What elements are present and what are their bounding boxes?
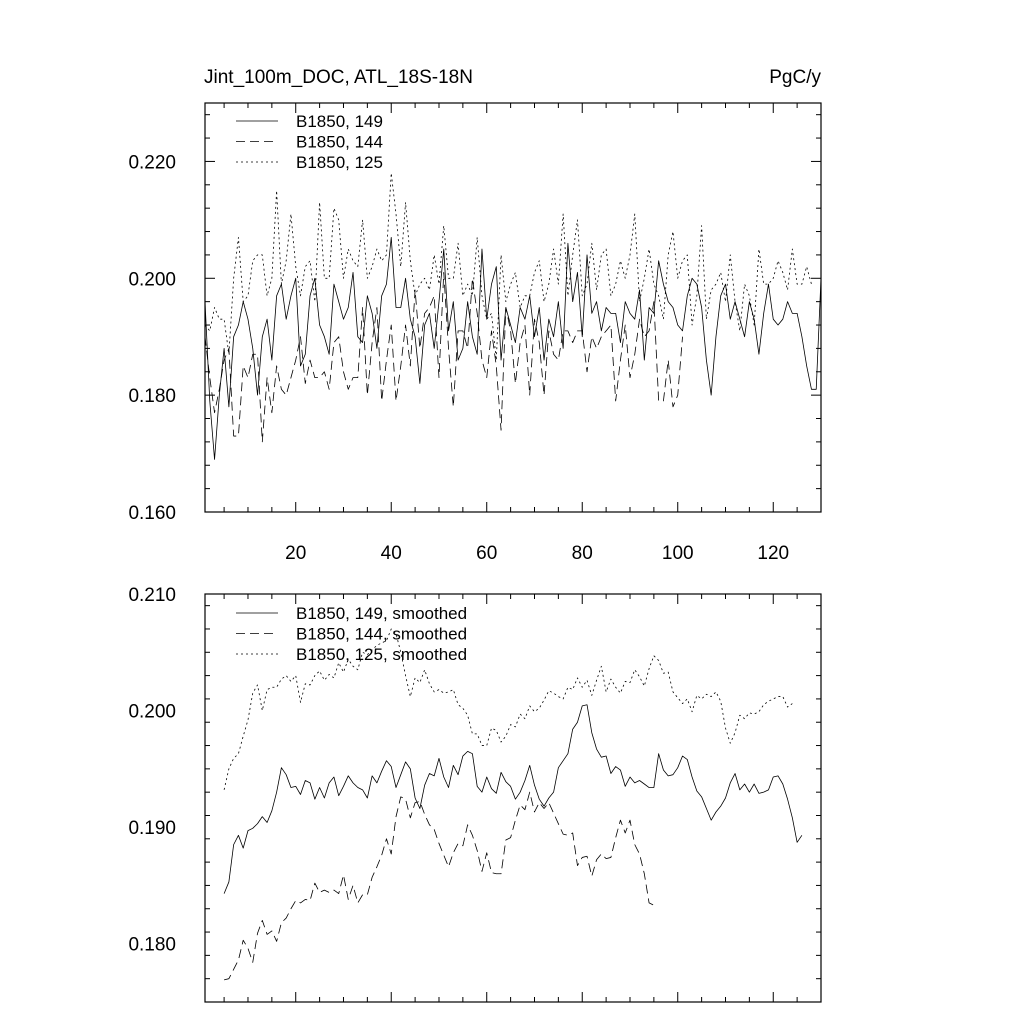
y-tick-label: 0.200	[128, 269, 176, 290]
y-tick-label: 0.180	[128, 386, 176, 407]
series-line	[204, 172, 812, 361]
series-line	[204, 236, 822, 460]
series-line	[204, 272, 683, 443]
y-tick-label: 0.220	[128, 152, 176, 173]
x-tick-label: 20	[285, 543, 306, 564]
bottom-panel: 0.180 0.190 0.200 0.210 B1850, 149, smoothe…	[128, 585, 822, 1003]
x-tick-label: 80	[572, 543, 593, 564]
legend-label: B1850, 144, smoothed	[296, 625, 467, 644]
legend-label: B1850, 149	[296, 112, 383, 131]
legend: B1850, 149, smoothed B1850, 144, smoothed…	[236, 604, 467, 664]
legend-label: B1850, 125	[296, 153, 383, 172]
series-line	[224, 791, 655, 981]
top-panel: Jint_100m_DOC, ATL_18S-18N PgC/y 20 40 60 8…	[128, 67, 822, 564]
x-tick-label: 120	[757, 543, 789, 564]
legend-label: B1850, 144	[296, 133, 383, 152]
y-tick-label: 0.200	[128, 702, 176, 723]
x-tick-label: 40	[381, 543, 402, 564]
units-label: PgC/y	[769, 67, 821, 88]
legend-label: B1850, 125, smoothed	[296, 645, 467, 664]
legend-label: B1850, 149, smoothed	[296, 604, 467, 623]
series-line	[223, 704, 803, 894]
plot-frame	[204, 593, 822, 1003]
axis-ticks: 0.180 0.190 0.200 0.210	[128, 585, 822, 1003]
series-group	[204, 172, 822, 460]
y-tick-label: 0.190	[128, 818, 176, 839]
chart-title: Jint_100m_DOC, ATL_18S-18N	[204, 67, 473, 88]
series-group	[223, 628, 803, 981]
y-tick-label: 0.180	[128, 935, 176, 956]
axis-ticks: 20 40 60 80 100 120 0.160 0.180 0.200 0.220	[128, 103, 822, 564]
y-tick-label: 0.210	[128, 585, 176, 606]
x-tick-label: 100	[662, 543, 694, 564]
x-tick-label: 60	[476, 543, 497, 564]
y-tick-label: 0.160	[128, 503, 176, 524]
